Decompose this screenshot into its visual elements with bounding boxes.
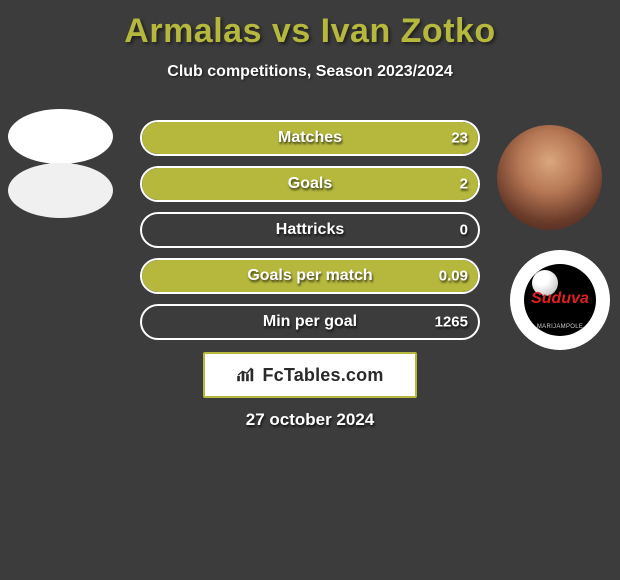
stat-row: Min per goal 1265 <box>140 304 480 340</box>
stat-row: Goals 2 <box>140 166 480 202</box>
left-player-avatar <box>8 109 113 164</box>
right-player-avatar <box>497 125 602 230</box>
stat-label: Matches <box>278 129 342 147</box>
stat-value-right: 0 <box>460 222 468 239</box>
page-title: Armalas vs Ivan Zotko <box>0 0 620 51</box>
stat-label: Goals per match <box>247 267 372 285</box>
stat-label: Min per goal <box>263 313 357 331</box>
stat-label: Hattricks <box>276 221 344 239</box>
stat-row: Goals per match 0.09 <box>140 258 480 294</box>
stat-value-right: 23 <box>451 130 468 147</box>
bar-chart-icon <box>236 367 258 383</box>
club-name: Suduva <box>531 290 589 308</box>
right-club-logo: Suduva MARIJAMPOLE <box>510 250 610 350</box>
left-club-logo <box>8 163 113 218</box>
stat-row: Hattricks 0 <box>140 212 480 248</box>
brand-watermark: FcTables.com <box>203 352 417 398</box>
stat-bars: Matches 23 Goals 2 Hattricks 0 Goals per match… <box>140 120 480 350</box>
date-label: 27 october 2024 <box>0 410 620 430</box>
stat-value-right: 2 <box>460 176 468 193</box>
brand-text: FcTables.com <box>262 365 383 386</box>
subtitle: Club competitions, Season 2023/2024 <box>0 63 620 81</box>
club-subtext: MARIJAMPOLE <box>537 324 583 330</box>
stat-value-right: 1265 <box>435 314 468 331</box>
stat-row: Matches 23 <box>140 120 480 156</box>
stat-label: Goals <box>288 175 332 193</box>
club-badge: Suduva MARIJAMPOLE <box>524 264 596 336</box>
stat-value-right: 0.09 <box>439 268 468 285</box>
